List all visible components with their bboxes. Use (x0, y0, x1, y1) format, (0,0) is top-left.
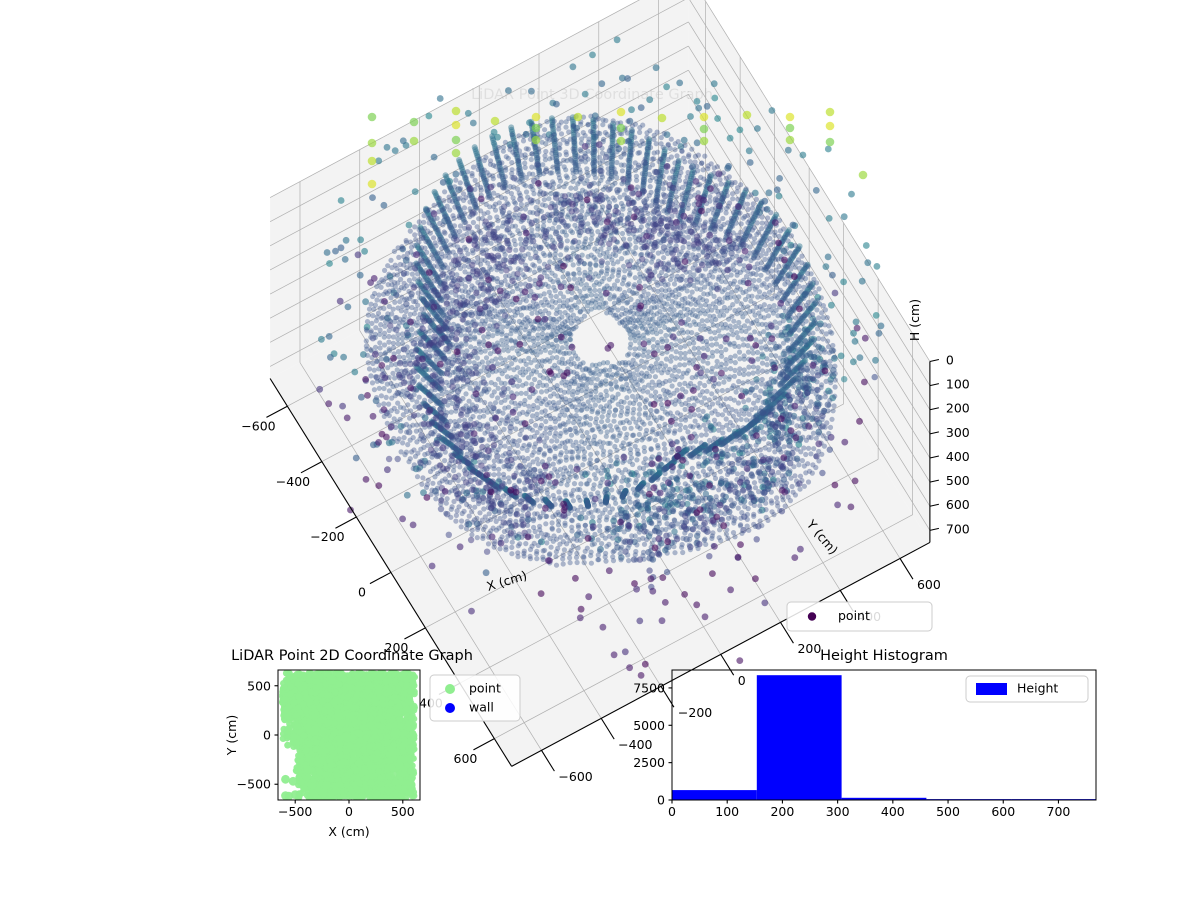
axes-hist: Height Histogram 0 100 200 300 400 500 600 7000… (633, 648, 1097, 819)
axes2d-ytick: 0 (263, 728, 271, 743)
legend-label-point: point (838, 608, 870, 623)
plot2d-title: LiDAR Point 2D Coordinate Graph (231, 648, 473, 664)
legend-label-point: point (469, 681, 501, 696)
legend-patch-height (976, 683, 1007, 695)
axes3d-ytick: −600 (558, 769, 592, 784)
histogram-xtick: 100 (715, 804, 739, 819)
axes3d-ztick: 600 (946, 497, 970, 512)
axes3d-ytick: −400 (618, 737, 652, 752)
axes2d-pointcloud (279, 670, 418, 800)
histogram-bar (841, 797, 927, 800)
axes3d-legend[interactable]: point (786, 601, 933, 632)
histogram-xtick: 0 (668, 804, 676, 819)
legend-marker-wall (445, 703, 455, 713)
axes3d-xtick: −200 (310, 529, 344, 544)
axes2d-ylabel: Y (cm) (224, 715, 239, 756)
axes3d-ztick: 0 (946, 352, 954, 367)
axes3d-spines (266, 358, 940, 772)
axes3d-ytick: 200 (797, 641, 821, 656)
legend-label-height: Height (1017, 681, 1058, 696)
axes3d-ztick: 500 (946, 473, 970, 488)
histogram-xtick: 200 (770, 804, 794, 819)
legend-marker-point (445, 684, 455, 694)
histogram-ticklabels: 0 100 200 300 400 500 600 700 0 2500 5000 7500 (633, 680, 1070, 819)
axes2d: LiDAR Point 2D Coordinate Graph −500 0 500… (224, 648, 521, 839)
histogram-frame (671, 669, 1097, 801)
histogram-xtick: 700 (1047, 804, 1071, 819)
axes2d-xtick: −500 (278, 804, 312, 819)
histogram-ytick: 0 (657, 793, 665, 808)
histogram-title: Height Histogram (820, 648, 948, 664)
axes2d-xtick: 500 (391, 804, 415, 819)
axes3d-xtick: −600 (241, 418, 275, 433)
axes3d-xtick: −400 (276, 474, 310, 489)
axes2d-ytick: −500 (237, 777, 271, 792)
axes3d-pointcloud (316, 36, 885, 679)
axes2d-ytick: 500 (247, 678, 271, 693)
histogram-ytick: 5000 (633, 718, 665, 733)
histogram-xtick: 500 (936, 804, 960, 819)
axes3d-zlabel: H (cm) (907, 299, 922, 341)
axes2d-ticklabels: −500 0 500 −500 0 500 (237, 678, 415, 819)
histogram-bar (756, 675, 842, 800)
axes3d-xtick: 200 (385, 640, 409, 655)
histogram-bar (672, 790, 757, 800)
axes2d-legend[interactable]: point wall (429, 674, 521, 722)
legend-box (965, 675, 1089, 703)
histogram-xtick: 600 (991, 804, 1015, 819)
histogram-bars (672, 675, 1096, 800)
axes3d-ztick: 300 (946, 425, 970, 440)
axes3d-xtick: 0 (358, 585, 366, 600)
axes2d-xlabel: X (cm) (328, 824, 369, 839)
axes2d-xtick: 0 (345, 804, 353, 819)
axes3d-ztick: 400 (946, 449, 970, 464)
histogram-ytick: 2500 (633, 755, 665, 770)
axes3d-xtick: 600 (454, 751, 478, 766)
axes3d-ytick: 600 (917, 577, 941, 592)
axes3d-ztick: 200 (946, 401, 970, 416)
legend-marker-point (807, 612, 817, 621)
legend-box (786, 601, 933, 632)
histogram-xtick: 300 (826, 804, 850, 819)
legend-label-wall: wall (469, 700, 494, 715)
axes3d-ytick: 0 (738, 673, 746, 688)
histogram-ytick: 7500 (633, 680, 665, 695)
axes3d-ztick: 100 (946, 377, 970, 392)
axes3d-ytick: −200 (678, 705, 712, 720)
histogram-legend[interactable]: Height (965, 675, 1089, 703)
histogram-xtick: 400 (881, 804, 905, 819)
axes3d: LiDAR Point 3D Coordinate Graph −600−400… (241, 0, 970, 784)
axes3d-ztick: 700 (946, 521, 970, 536)
